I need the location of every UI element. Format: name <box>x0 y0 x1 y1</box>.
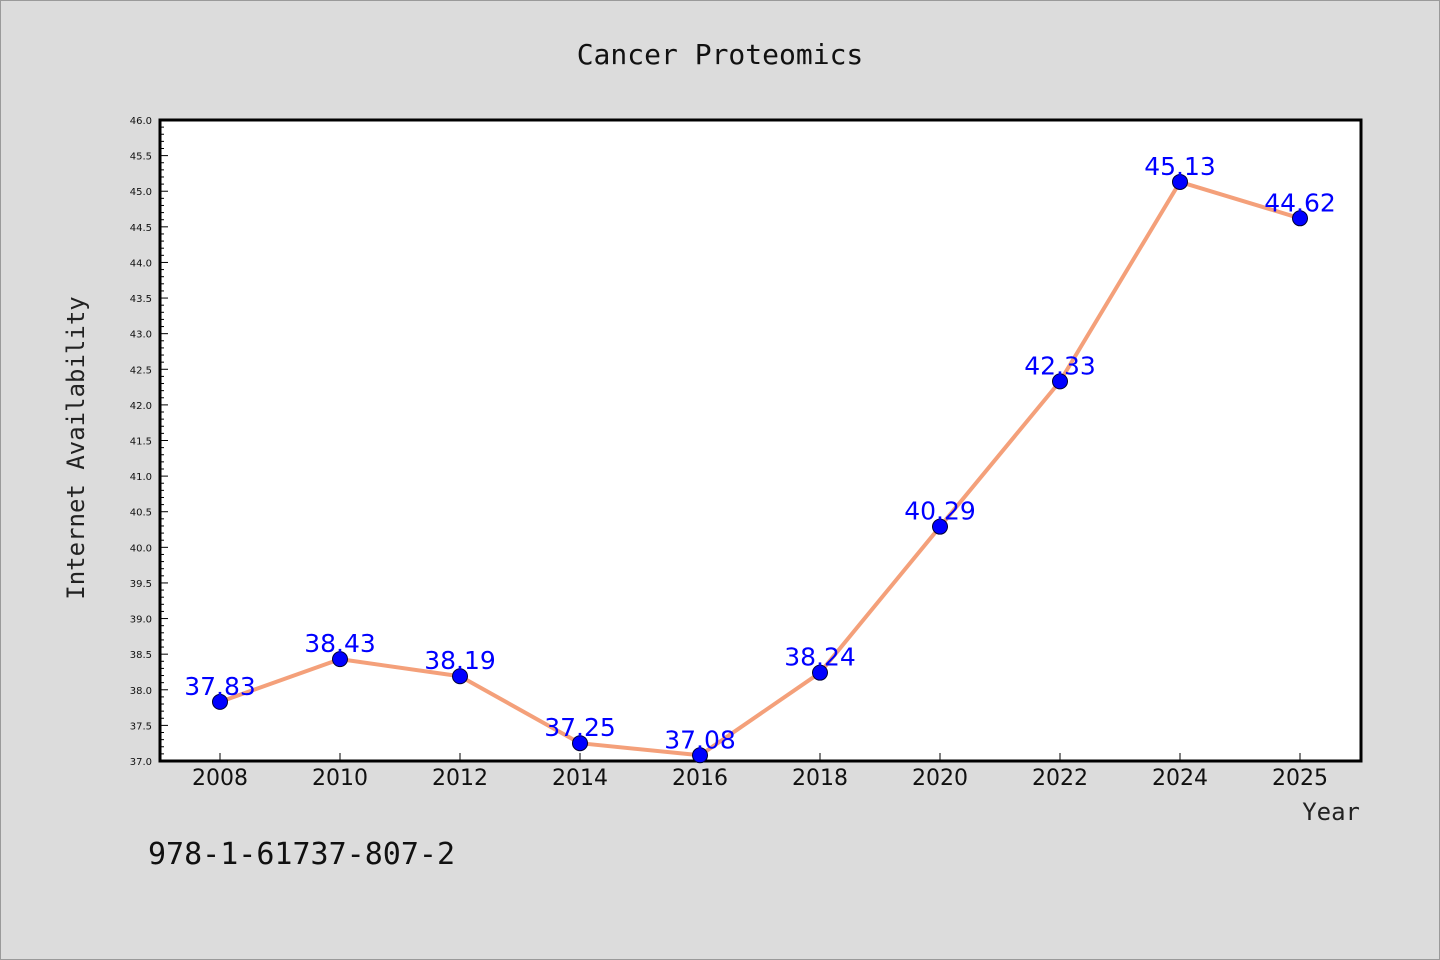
data-label: 37.83 <box>184 672 256 701</box>
y-tick-label: 41.0 <box>130 472 152 483</box>
y-tick-label: 37.5 <box>130 721 152 732</box>
x-tick-label: 2020 <box>912 766 968 791</box>
y-tick-label: 42.5 <box>130 365 152 376</box>
x-tick-label: 2024 <box>1152 766 1208 791</box>
data-label: 37.25 <box>544 713 616 742</box>
x-axis-label: Year <box>1302 798 1360 826</box>
y-tick-label: 39.5 <box>130 579 152 590</box>
x-tick-label: 2008 <box>192 766 248 791</box>
y-tick-label: 45.0 <box>130 187 152 198</box>
data-label: 38.19 <box>424 646 496 675</box>
y-tick-label: 46.0 <box>130 116 152 127</box>
x-tick-label: 2012 <box>432 766 488 791</box>
y-tick-label: 44.0 <box>130 258 152 269</box>
plot-area <box>158 118 1363 763</box>
data-point <box>452 668 468 685</box>
y-axis-label: Internet Availability <box>62 296 90 599</box>
data-point <box>932 518 948 535</box>
x-axis: 2008 2010 2012 2014 2016 2018 2020 2022 2024 2025 <box>192 753 1328 791</box>
y-tick-label: 45.5 <box>130 152 152 163</box>
y-tick-label: 43.5 <box>130 294 152 305</box>
series-line <box>219 179 1301 758</box>
x-tick-label: 2018 <box>792 766 848 791</box>
data-point <box>332 651 348 668</box>
y-tick-label: 41.5 <box>130 437 152 448</box>
y-tick-label: 40.0 <box>130 543 152 554</box>
y-tick-label: 38.5 <box>130 650 152 661</box>
data-label: 38.24 <box>784 643 856 672</box>
data-label: 44.62 <box>1264 188 1336 217</box>
series: 37.83 38.43 38.19 37.25 37.08 38.24 40.29 42.33… <box>184 152 1336 764</box>
y-tick-label: 38.0 <box>130 686 152 697</box>
data-point <box>572 735 588 752</box>
x-tick-label: 2014 <box>552 766 608 791</box>
data-label: 38.43 <box>304 629 376 658</box>
y-tick-label: 37.0 <box>130 757 152 768</box>
x-tick-label: 2016 <box>672 766 728 791</box>
y-tick-label: 43.0 <box>130 330 152 341</box>
isbn-text: 978-1-61737-807-2 <box>148 837 455 872</box>
data-point <box>212 693 228 710</box>
data-label: 40.29 <box>904 497 976 526</box>
data-label: 42.33 <box>1024 351 1096 380</box>
y-axis: 37.0 37.5 38.0 38.5 39.0 39.5 40.0 40.5 41.0 41.5… <box>130 116 168 768</box>
x-tick-label: 2022 <box>1032 766 1088 791</box>
chart-title: Cancer Proteomics <box>577 38 864 71</box>
y-tick-label: 42.0 <box>130 401 152 412</box>
data-point <box>1172 173 1188 190</box>
data-label: 45.13 <box>1144 152 1216 181</box>
data-label: 37.08 <box>664 725 736 754</box>
data-point <box>1052 373 1068 390</box>
y-tick-label: 44.5 <box>130 223 152 234</box>
data-point <box>1292 210 1308 227</box>
x-tick-label: 2025 <box>1272 766 1328 791</box>
data-point <box>692 747 708 764</box>
data-point <box>812 664 828 681</box>
y-tick-label: 39.0 <box>130 615 152 626</box>
x-tick-label: 2010 <box>312 766 368 791</box>
y-tick-label: 40.5 <box>130 508 152 519</box>
